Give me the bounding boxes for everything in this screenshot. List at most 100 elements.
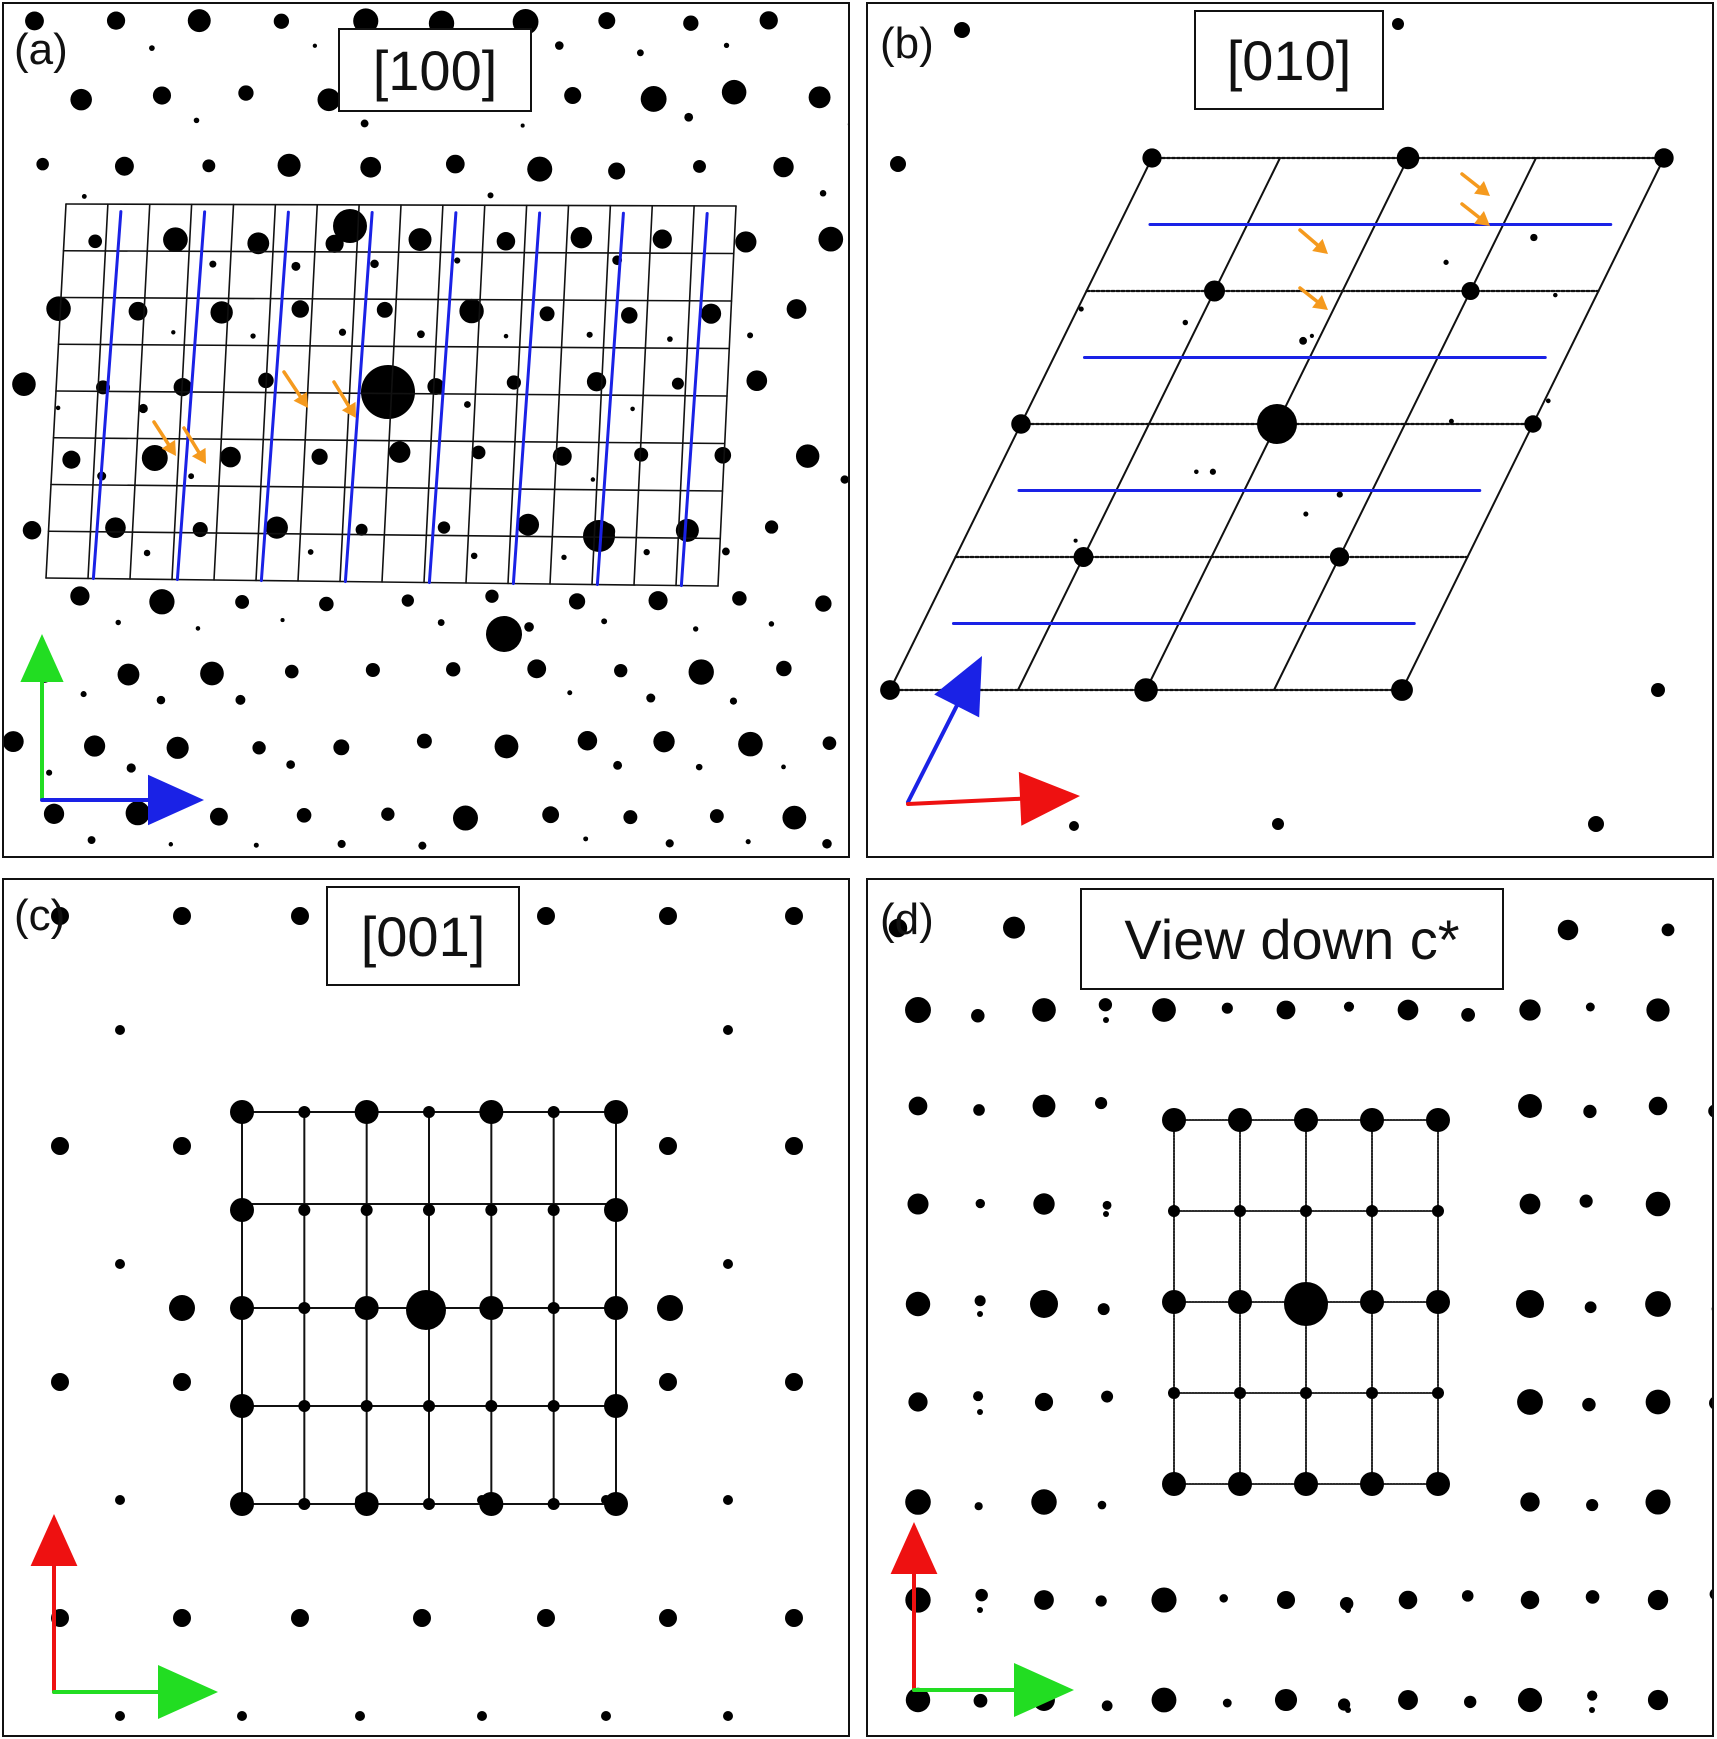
diffraction-spot	[1517, 1389, 1543, 1415]
diffraction-spot	[905, 1489, 931, 1515]
diffraction-spot	[235, 694, 246, 705]
diffraction-spot	[252, 741, 266, 755]
diffraction-spot	[527, 156, 553, 182]
diffraction-spot	[1152, 998, 1176, 1022]
diffraction-spot	[280, 618, 285, 623]
diffraction-spot	[187, 9, 211, 33]
diffraction-spot	[1360, 1108, 1384, 1132]
diffraction-spot	[1103, 1017, 1109, 1023]
diffraction-spot	[298, 1400, 311, 1412]
diffraction-spot	[312, 43, 318, 48]
lattice-line	[339, 204, 360, 583]
axis-right-arrow-head	[1014, 1663, 1074, 1717]
lattice-line	[45, 203, 67, 579]
diffraction-spot	[977, 1311, 983, 1317]
diffraction-spot	[527, 659, 547, 679]
diffraction-spot	[1654, 148, 1674, 168]
diffraction-spot	[209, 807, 228, 826]
panel-a: (a) [100]	[2, 2, 850, 858]
diffraction-spot	[355, 1711, 365, 1721]
diffraction-spot	[1069, 821, 1079, 831]
diffraction-spot	[723, 1025, 733, 1035]
diffraction-spot	[1583, 1104, 1597, 1119]
diffraction-spot	[1339, 1597, 1354, 1611]
axis-up-arrow-head	[890, 1522, 938, 1574]
diffraction-spot	[554, 41, 564, 50]
diffraction-spot	[1426, 1472, 1450, 1496]
diffraction-spot	[747, 332, 754, 339]
diffraction-spot	[1151, 1587, 1177, 1613]
diffraction-spot	[614, 663, 628, 678]
diffraction-spot	[723, 1259, 733, 1269]
diffraction-spot	[360, 119, 369, 128]
diffraction-spot	[1557, 919, 1579, 941]
diffraction-spot	[1584, 1301, 1597, 1314]
diffraction-spot	[1103, 1211, 1109, 1217]
diffraction-spot	[583, 520, 615, 552]
diffraction-spot	[106, 11, 126, 30]
diffraction-spot	[333, 209, 367, 243]
diffraction-spot	[210, 301, 233, 324]
zone-axis-label-b: [010]	[1194, 10, 1384, 110]
diffraction-spot	[1299, 336, 1307, 345]
diffraction-spot	[547, 1400, 560, 1412]
diffraction-spot	[1646, 998, 1670, 1022]
diffraction-spot	[729, 697, 738, 705]
zone-axis-label-c: [001]	[326, 886, 520, 986]
diffraction-spot	[360, 1400, 373, 1412]
diffraction-spot	[83, 735, 106, 757]
diffraction-spot	[781, 764, 786, 770]
diffraction-spot	[423, 1498, 435, 1510]
diffraction-spot	[880, 680, 900, 700]
diffraction-spot	[286, 760, 296, 769]
diffraction-spot	[723, 1495, 733, 1505]
diffraction-spot	[70, 586, 90, 606]
diffraction-spot	[36, 157, 49, 171]
diffraction-spot	[220, 446, 241, 468]
diffraction-spot	[1516, 1290, 1544, 1318]
diffraction-spot	[1272, 818, 1284, 830]
diffraction-spot	[477, 1711, 487, 1721]
diffraction-spot	[427, 378, 445, 395]
diffraction-spot	[355, 523, 368, 536]
diffraction-spot	[479, 1492, 504, 1516]
diffraction-spot	[1098, 998, 1113, 1012]
diffraction-spot	[319, 596, 334, 612]
diffraction-spot	[128, 301, 148, 321]
diffraction-spot	[354, 1492, 379, 1516]
diffraction-spot	[907, 1193, 929, 1215]
diffraction-spot	[325, 234, 344, 253]
diffraction-spot	[1553, 292, 1558, 298]
panel-c: (c) [001]	[2, 878, 850, 1737]
diffraction-spot	[977, 1607, 983, 1613]
diffraction-spot	[1520, 1492, 1540, 1512]
diffraction-spot	[354, 1296, 379, 1320]
diffraction-spot	[1585, 1590, 1600, 1604]
diffraction-spot	[604, 1492, 628, 1516]
diffraction-spot	[815, 595, 832, 612]
diffraction-spot	[401, 594, 414, 607]
diffraction-spot	[171, 330, 176, 335]
diffraction-spot	[193, 117, 200, 124]
diffraction-spot	[1708, 1105, 1712, 1118]
diffraction-spot	[1366, 1387, 1378, 1399]
diffraction-spot	[173, 1137, 191, 1155]
diffraction-spot	[1274, 1688, 1298, 1712]
diffraction-spot	[51, 907, 69, 925]
panel-label-b: (b)	[880, 19, 934, 68]
diffraction-spot	[459, 298, 484, 324]
diffraction-spot	[1396, 146, 1420, 170]
highlight-arrow-head	[341, 401, 356, 418]
diffraction-spot	[1134, 678, 1158, 702]
lattice-line	[1273, 157, 1537, 691]
lattice-line	[255, 203, 277, 582]
diffraction-spot	[22, 520, 42, 540]
diffraction-spot	[692, 626, 699, 632]
diffraction-spot	[675, 518, 699, 542]
diffraction-spot	[417, 330, 425, 339]
diffraction-spot	[764, 520, 779, 534]
axis-right-arrow-head	[1018, 771, 1080, 826]
diffraction-spot	[905, 997, 931, 1023]
diffraction-spot	[1276, 1590, 1296, 1610]
diffraction-spot	[1276, 1000, 1296, 1020]
